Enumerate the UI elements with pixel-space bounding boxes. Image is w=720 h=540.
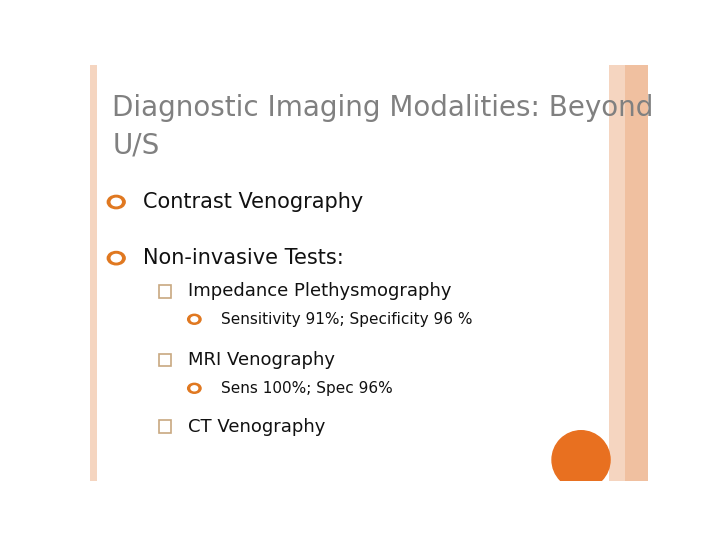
Text: U/S: U/S xyxy=(112,132,160,160)
Text: Non-invasive Tests:: Non-invasive Tests: xyxy=(143,248,343,268)
Text: Sensitivity 91%; Specificity 96 %: Sensitivity 91%; Specificity 96 % xyxy=(221,312,472,327)
Circle shape xyxy=(191,317,198,322)
Circle shape xyxy=(111,254,121,262)
Circle shape xyxy=(188,314,201,324)
Text: Contrast Venography: Contrast Venography xyxy=(143,192,364,212)
Circle shape xyxy=(107,252,125,265)
Bar xyxy=(624,65,648,481)
Text: CT Venography: CT Venography xyxy=(188,417,325,436)
Text: Sens 100%; Spec 96%: Sens 100%; Spec 96% xyxy=(221,381,393,396)
Text: MRI Venography: MRI Venography xyxy=(188,351,335,369)
Text: Diagnostic Imaging Modalities: Beyond: Diagnostic Imaging Modalities: Beyond xyxy=(112,94,654,123)
Bar xyxy=(609,65,624,481)
Circle shape xyxy=(191,386,198,391)
Circle shape xyxy=(111,198,121,206)
Bar xyxy=(90,65,96,481)
Circle shape xyxy=(188,383,201,393)
Ellipse shape xyxy=(552,431,610,489)
Text: Impedance Plethysmography: Impedance Plethysmography xyxy=(188,282,451,300)
Circle shape xyxy=(107,195,125,208)
